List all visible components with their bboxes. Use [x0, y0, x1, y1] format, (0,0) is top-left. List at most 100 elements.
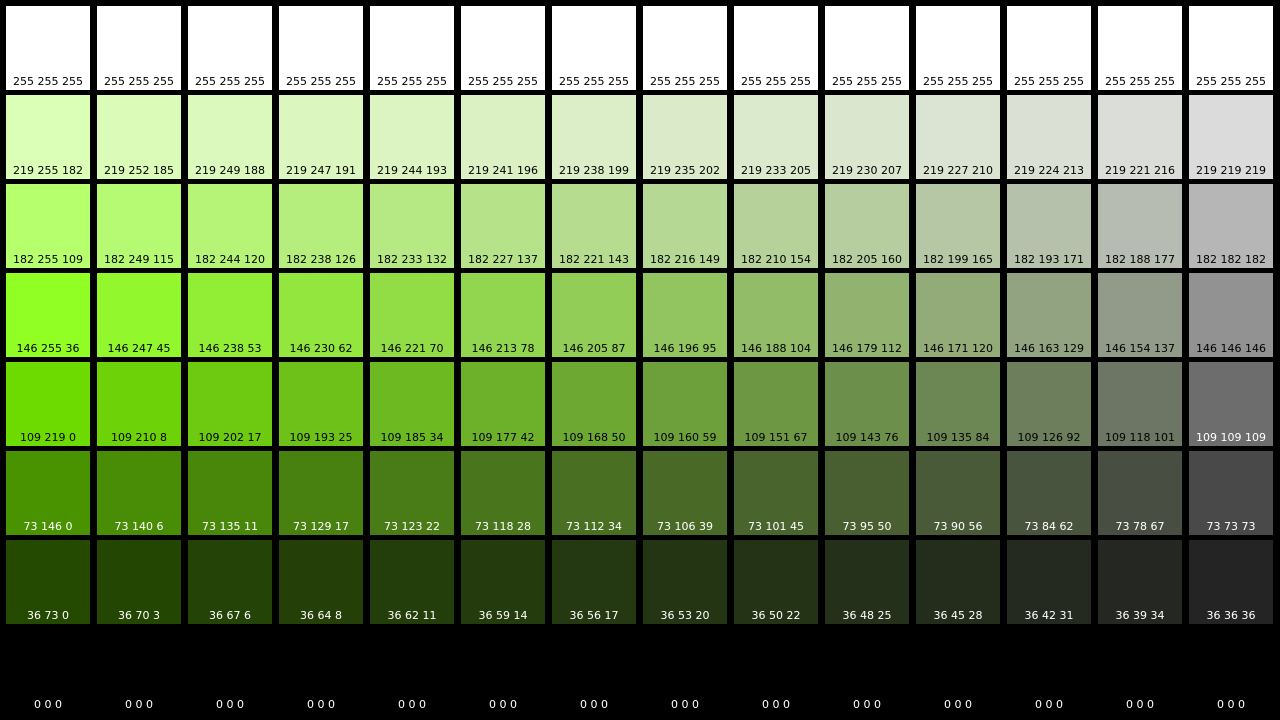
color-swatch: 182 244 120 — [188, 184, 272, 268]
swatch-rgb-label: 182 205 160 — [832, 253, 902, 266]
swatch-rgb-label: 73 101 45 — [748, 520, 804, 533]
swatch-rgb-label: 109 219 0 — [20, 431, 76, 444]
swatch-rgb-label: 146 179 112 — [832, 342, 902, 355]
swatch-rgb-label: 182 182 182 — [1196, 253, 1266, 266]
color-swatch: 182 238 126 — [279, 184, 363, 268]
color-swatch: 36 39 34 — [1098, 540, 1182, 624]
color-swatch: 73 78 67 — [1098, 451, 1182, 535]
swatch-rgb-label: 146 205 87 — [562, 342, 626, 355]
swatch-rgb-label: 0 0 0 — [216, 698, 244, 711]
swatch-rgb-label: 0 0 0 — [580, 698, 608, 711]
color-swatch: 182 205 160 — [825, 184, 909, 268]
color-swatch: 255 255 255 — [279, 6, 363, 90]
color-swatch: 109 160 59 — [643, 362, 727, 446]
swatch-rgb-label: 36 53 20 — [660, 609, 710, 622]
swatch-rgb-label: 109 109 109 — [1196, 431, 1266, 444]
color-swatch: 0 0 0 — [370, 629, 454, 713]
color-swatch: 146 196 95 — [643, 273, 727, 357]
swatch-rgb-label: 255 255 255 — [923, 75, 993, 88]
swatch-rgb-label: 73 73 73 — [1206, 520, 1256, 533]
swatch-rgb-label: 0 0 0 — [307, 698, 335, 711]
swatch-rgb-label: 219 241 196 — [468, 164, 538, 177]
color-swatch: 73 140 6 — [97, 451, 181, 535]
swatch-rgb-label: 36 62 11 — [387, 609, 437, 622]
swatch-rgb-label: 109 168 50 — [562, 431, 626, 444]
swatch-rgb-label: 182 244 120 — [195, 253, 265, 266]
color-swatch: 146 146 146 — [1189, 273, 1273, 357]
color-swatch: 255 255 255 — [1189, 6, 1273, 90]
color-swatch: 0 0 0 — [6, 629, 90, 713]
color-swatch: 146 238 53 — [188, 273, 272, 357]
color-swatch: 73 146 0 — [6, 451, 90, 535]
color-swatch: 109 210 8 — [97, 362, 181, 446]
swatch-rgb-label: 0 0 0 — [1217, 698, 1245, 711]
swatch-rgb-label: 219 224 213 — [1014, 164, 1084, 177]
swatch-rgb-label: 73 140 6 — [114, 520, 164, 533]
swatch-rgb-label: 255 255 255 — [13, 75, 83, 88]
swatch-rgb-label: 109 160 59 — [653, 431, 717, 444]
swatch-rgb-label: 73 90 56 — [933, 520, 983, 533]
color-swatch: 182 182 182 — [1189, 184, 1273, 268]
swatch-rgb-label: 146 213 78 — [471, 342, 535, 355]
color-swatch: 219 219 219 — [1189, 95, 1273, 179]
swatch-rgb-label: 36 64 8 — [300, 609, 342, 622]
swatch-rgb-label: 182 199 165 — [923, 253, 993, 266]
swatch-rgb-label: 219 255 182 — [13, 164, 83, 177]
swatch-rgb-label: 219 233 205 — [741, 164, 811, 177]
color-swatch: 36 70 3 — [97, 540, 181, 624]
swatch-rgb-label: 182 193 171 — [1014, 253, 1084, 266]
swatch-rgb-label: 219 221 216 — [1105, 164, 1175, 177]
color-swatch: 219 244 193 — [370, 95, 454, 179]
swatch-rgb-label: 73 95 50 — [842, 520, 892, 533]
color-swatch: 73 90 56 — [916, 451, 1000, 535]
color-swatch: 36 50 22 — [734, 540, 818, 624]
swatch-rgb-label: 36 50 22 — [751, 609, 801, 622]
color-swatch: 73 101 45 — [734, 451, 818, 535]
color-swatch: 109 151 67 — [734, 362, 818, 446]
swatch-rgb-label: 73 78 67 — [1115, 520, 1165, 533]
swatch-rgb-label: 109 143 76 — [835, 431, 899, 444]
color-swatch: 36 45 28 — [916, 540, 1000, 624]
color-swatch: 73 112 34 — [552, 451, 636, 535]
swatch-rgb-label: 36 70 3 — [118, 609, 160, 622]
swatch-rgb-label: 182 210 154 — [741, 253, 811, 266]
swatch-rgb-label: 182 188 177 — [1105, 253, 1175, 266]
swatch-rgb-label: 0 0 0 — [489, 698, 517, 711]
swatch-rgb-label: 109 151 67 — [744, 431, 808, 444]
color-swatch: 146 154 137 — [1098, 273, 1182, 357]
swatch-rgb-label: 36 56 17 — [569, 609, 619, 622]
color-swatch: 255 255 255 — [643, 6, 727, 90]
color-swatch: 36 62 11 — [370, 540, 454, 624]
color-swatch: 36 73 0 — [6, 540, 90, 624]
swatch-rgb-label: 255 255 255 — [650, 75, 720, 88]
color-swatch: 36 64 8 — [279, 540, 363, 624]
color-swatch: 146 230 62 — [279, 273, 363, 357]
swatch-rgb-label: 73 84 62 — [1024, 520, 1074, 533]
swatch-rgb-label: 182 255 109 — [13, 253, 83, 266]
color-swatch: 146 213 78 — [461, 273, 545, 357]
swatch-rgb-label: 182 216 149 — [650, 253, 720, 266]
color-swatch: 109 109 109 — [1189, 362, 1273, 446]
color-swatch: 73 129 17 — [279, 451, 363, 535]
color-swatch: 109 219 0 — [6, 362, 90, 446]
swatch-rgb-label: 146 247 45 — [107, 342, 171, 355]
color-swatch: 182 199 165 — [916, 184, 1000, 268]
swatch-rgb-label: 255 255 255 — [377, 75, 447, 88]
swatch-rgb-label: 219 227 210 — [923, 164, 993, 177]
swatch-rgb-label: 146 163 129 — [1014, 342, 1084, 355]
swatch-rgb-label: 146 221 70 — [380, 342, 444, 355]
color-swatch: 0 0 0 — [552, 629, 636, 713]
color-swatch: 255 255 255 — [461, 6, 545, 90]
swatch-rgb-label: 73 123 22 — [384, 520, 440, 533]
swatch-rgb-label: 109 193 25 — [289, 431, 353, 444]
color-swatch: 109 118 101 — [1098, 362, 1182, 446]
color-swatch: 146 247 45 — [97, 273, 181, 357]
swatch-rgb-label: 146 238 53 — [198, 342, 262, 355]
color-swatch: 0 0 0 — [916, 629, 1000, 713]
color-swatch: 255 255 255 — [370, 6, 454, 90]
color-swatch: 73 135 11 — [188, 451, 272, 535]
swatch-rgb-label: 146 154 137 — [1105, 342, 1175, 355]
swatch-rgb-label: 0 0 0 — [671, 698, 699, 711]
color-swatch: 255 255 255 — [188, 6, 272, 90]
swatch-rgb-label: 0 0 0 — [1126, 698, 1154, 711]
